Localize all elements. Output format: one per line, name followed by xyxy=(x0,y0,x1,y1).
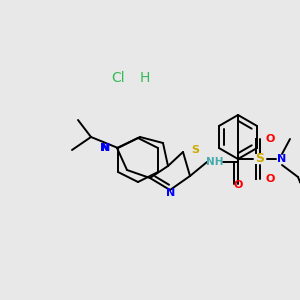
Text: O: O xyxy=(233,180,243,190)
Text: NH: NH xyxy=(206,157,224,167)
Text: H: H xyxy=(140,71,150,85)
Text: N: N xyxy=(167,188,176,198)
Text: N: N xyxy=(100,143,109,153)
Text: S: S xyxy=(191,145,199,155)
Text: S: S xyxy=(256,152,265,166)
Text: Cl: Cl xyxy=(111,71,125,85)
Text: O: O xyxy=(266,174,275,184)
Text: N: N xyxy=(278,154,286,164)
Text: O: O xyxy=(266,134,275,144)
Text: N: N xyxy=(101,143,110,153)
